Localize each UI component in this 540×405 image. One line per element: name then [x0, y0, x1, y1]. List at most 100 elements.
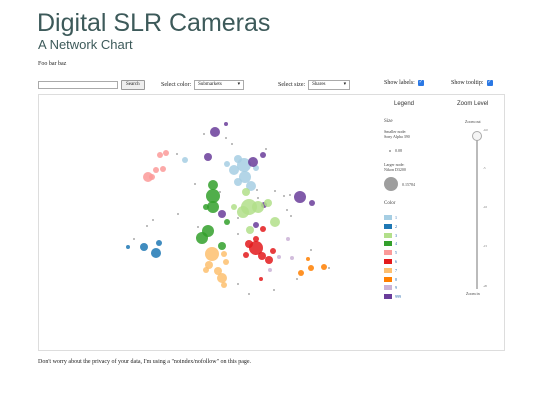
network-node-small[interactable]: [225, 137, 227, 139]
network-node-small[interactable]: [177, 213, 179, 215]
network-node[interactable]: [231, 204, 237, 210]
network-node[interactable]: [208, 180, 218, 190]
network-node[interactable]: [321, 264, 327, 270]
network-node[interactable]: [234, 178, 242, 186]
network-node-small[interactable]: [146, 225, 148, 227]
network-node[interactable]: [224, 122, 228, 126]
network-node[interactable]: [203, 267, 209, 273]
network-node[interactable]: [268, 268, 272, 272]
network-node[interactable]: [246, 181, 256, 191]
network-node[interactable]: [151, 248, 161, 258]
network-node-small[interactable]: [237, 233, 239, 235]
network-node[interactable]: [259, 277, 263, 281]
network-node[interactable]: [218, 210, 226, 218]
network-node[interactable]: [221, 251, 227, 257]
network-node[interactable]: [224, 161, 230, 167]
network-node[interactable]: [270, 248, 276, 254]
network-node[interactable]: [308, 265, 314, 271]
network-node-small[interactable]: [152, 219, 154, 221]
network-node[interactable]: [260, 152, 266, 158]
network-node-small[interactable]: [256, 189, 258, 191]
network-node[interactable]: [298, 270, 304, 276]
zoom-slider-handle[interactable]: [472, 131, 482, 141]
network-node[interactable]: [258, 252, 266, 260]
network-node[interactable]: [205, 261, 213, 269]
network-node-small[interactable]: [197, 226, 199, 228]
network-graph[interactable]: [38, 94, 378, 349]
network-node[interactable]: [265, 256, 273, 264]
network-node[interactable]: [306, 257, 310, 261]
network-node[interactable]: [294, 191, 306, 203]
network-node-small[interactable]: [290, 215, 292, 217]
network-node[interactable]: [224, 219, 230, 225]
network-node[interactable]: [203, 204, 209, 210]
network-node-small[interactable]: [133, 238, 135, 240]
network-node[interactable]: [196, 232, 208, 244]
network-node-small[interactable]: [328, 267, 330, 269]
network-node[interactable]: [157, 152, 163, 158]
network-node[interactable]: [156, 240, 162, 246]
zoom-slider-track[interactable]: [476, 137, 478, 289]
zoom-tick: -15: [483, 244, 487, 248]
network-node-small[interactable]: [296, 278, 298, 280]
network-node[interactable]: [153, 167, 159, 173]
network-node[interactable]: [234, 155, 242, 163]
network-node[interactable]: [140, 243, 148, 251]
network-node[interactable]: [253, 222, 259, 228]
search-input[interactable]: [38, 81, 118, 89]
color-select[interactable]: Submarkets ▾: [194, 80, 245, 90]
network-node[interactable]: [253, 236, 259, 242]
search-button[interactable]: Search: [121, 80, 145, 90]
show-labels-checkbox[interactable]: ✓: [417, 80, 424, 86]
network-node-small[interactable]: [194, 183, 196, 185]
network-node[interactable]: [210, 127, 220, 137]
network-node[interactable]: [237, 206, 249, 218]
network-node[interactable]: [290, 256, 294, 260]
network-node[interactable]: [218, 242, 226, 250]
network-node[interactable]: [264, 199, 272, 207]
network-node[interactable]: [270, 217, 280, 227]
network-node[interactable]: [229, 165, 239, 175]
network-node-small[interactable]: [237, 283, 239, 285]
network-node[interactable]: [277, 255, 281, 259]
network-node-small[interactable]: [176, 153, 178, 155]
network-node-small[interactable]: [219, 191, 221, 193]
network-node-small[interactable]: [231, 143, 233, 145]
network-node[interactable]: [182, 157, 188, 163]
network-node-small[interactable]: [237, 217, 239, 219]
network-node[interactable]: [126, 245, 130, 249]
network-node[interactable]: [163, 150, 169, 156]
network-node[interactable]: [217, 273, 227, 283]
network-node[interactable]: [286, 237, 290, 241]
network-node-small[interactable]: [257, 197, 259, 199]
network-node[interactable]: [246, 226, 254, 234]
network-node[interactable]: [243, 252, 249, 258]
show-tooltip-checkbox[interactable]: ✓: [486, 80, 493, 86]
network-node-small[interactable]: [310, 249, 312, 251]
network-node[interactable]: [207, 201, 219, 213]
network-node[interactable]: [205, 247, 219, 261]
network-node[interactable]: [160, 166, 166, 172]
network-node[interactable]: [309, 200, 315, 206]
network-node-small[interactable]: [248, 293, 250, 295]
network-node-small[interactable]: [265, 148, 267, 150]
network-node[interactable]: [248, 157, 258, 167]
network-node-small[interactable]: [283, 195, 285, 197]
network-node[interactable]: [206, 189, 220, 203]
network-node[interactable]: [260, 226, 266, 232]
network-node[interactable]: [252, 201, 264, 213]
network-node[interactable]: [223, 259, 229, 265]
network-node-small[interactable]: [289, 194, 291, 196]
network-node-small[interactable]: [273, 289, 275, 291]
network-node[interactable]: [239, 171, 251, 183]
network-node[interactable]: [149, 174, 155, 180]
network-node[interactable]: [242, 188, 250, 196]
network-node-small[interactable]: [274, 190, 276, 192]
network-node[interactable]: [245, 240, 253, 248]
network-node-small[interactable]: [203, 133, 205, 135]
network-node[interactable]: [214, 267, 222, 275]
network-node-small[interactable]: [286, 209, 288, 211]
size-select[interactable]: Shares ▾: [308, 80, 351, 90]
network-node[interactable]: [221, 282, 227, 288]
network-node[interactable]: [204, 153, 212, 161]
